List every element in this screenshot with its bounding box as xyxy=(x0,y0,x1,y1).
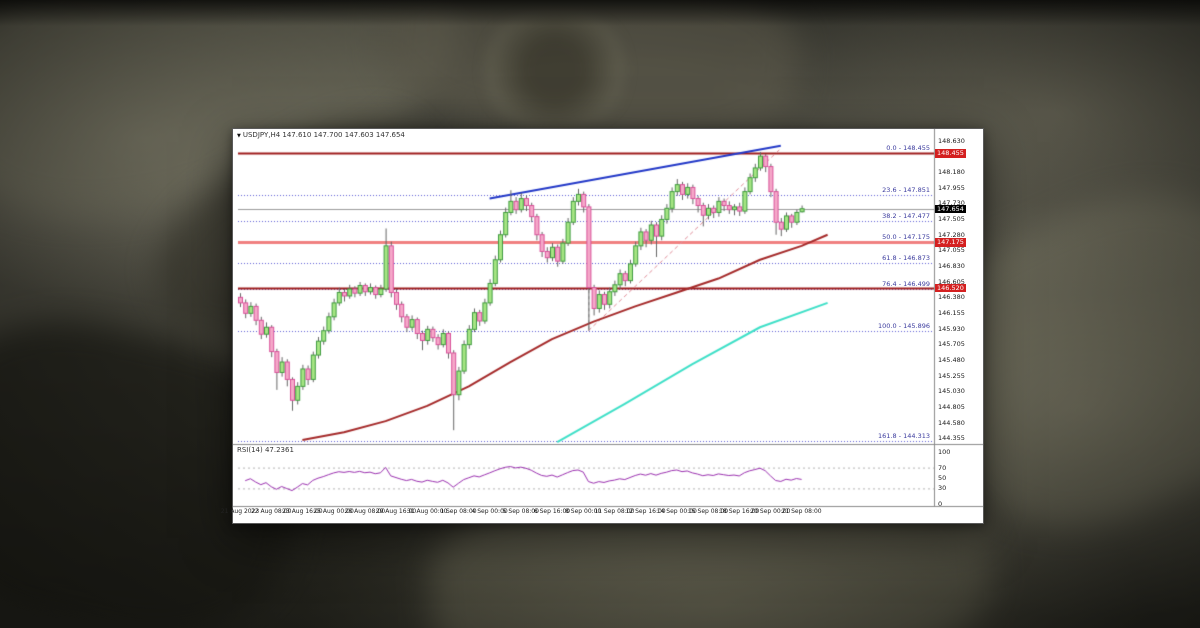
date-tick-label: 25 Aug 00:00 xyxy=(313,508,354,515)
price-axis-badge: 146.520 xyxy=(935,283,966,293)
date-tick-label: 21 Aug 2023 xyxy=(220,508,260,515)
fib-level-label: 0.0 - 148.455 xyxy=(886,144,930,152)
price-tick-label: 147.955 xyxy=(938,183,965,192)
date-tick-label: 12 Sep 16:00 xyxy=(625,508,666,515)
date-tick-label: 18 Sep 16:00 xyxy=(719,508,760,515)
date-tick-label: 1 Sep 08:00 xyxy=(440,508,477,515)
date-tick-label: 28 Aug 08:00 xyxy=(344,508,386,515)
price-tick-label: 146.380 xyxy=(938,293,965,302)
price-tick-label: 147.280 xyxy=(938,230,965,239)
price-tick-label: 145.480 xyxy=(938,355,965,364)
price-tick-label: 146.605 xyxy=(938,277,965,286)
date-tick-label: 14 Sep 00:00 xyxy=(656,508,697,515)
ohlc-readout: USDJPY,H4 147.610 147.700 147.603 147.65… xyxy=(242,131,405,139)
fib-level-label: 161.8 - 144.313 xyxy=(878,432,930,441)
price-tick-label: 144.580 xyxy=(938,418,965,427)
date-tick-label: 8 Sep 00:00 xyxy=(565,508,602,515)
fib-level-label: 38.2 - 147.477 xyxy=(882,212,930,221)
rsi-tick-label: 50 xyxy=(938,474,947,482)
date-tick-label: 15 Sep 08:00 xyxy=(687,508,729,515)
price-tick-label: 147.055 xyxy=(938,246,965,255)
rsi-tick-label: 100 xyxy=(938,448,951,456)
price-tick-label: 144.355 xyxy=(938,434,965,443)
chart-symbol-title: ▼ USDJPY,H4 147.610 147.700 147.603 147.6… xyxy=(237,132,405,139)
fib-level-label: 100.0 - 145.896 xyxy=(878,322,930,330)
rsi-tick-label: 0 xyxy=(938,500,943,508)
price-tick-label: 148.630 xyxy=(938,136,965,145)
fib-level-label: 61.8 - 146.873 xyxy=(882,254,930,263)
date-tick-label: 21 Sep 08:00 xyxy=(781,508,822,515)
price-tick-label: 148.180 xyxy=(938,168,965,177)
rsi-tick-label: 70 xyxy=(938,463,947,472)
price-axis-badge: 147.175 xyxy=(935,238,966,247)
price-tick-label: 145.930 xyxy=(938,324,965,333)
collapse-triangle-icon[interactable]: ▼ xyxy=(237,133,241,139)
date-tick-label: 29 Aug 16:00 xyxy=(375,508,417,515)
date-tick-label: 20 Sep 00:00 xyxy=(750,508,791,515)
price-axis-badge: 148.455 xyxy=(935,149,966,158)
fib-level-label: 76.4 - 146.499 xyxy=(882,280,930,289)
price-tick-label: 145.030 xyxy=(938,387,965,396)
price-chart-canvas[interactable] xyxy=(233,129,983,523)
mt4-chart-window: ▼ USDJPY,H4 147.610 147.700 147.603 147.6… xyxy=(221,128,984,524)
fib-level-label: 50.0 - 147.175 xyxy=(882,233,930,242)
date-tick-label: 23 Aug 16:00 xyxy=(282,508,323,515)
price-tick-label: 146.830 xyxy=(938,262,965,271)
price-tick-label: 147.730 xyxy=(938,199,965,208)
price-axis-badge: 147.654 xyxy=(935,204,966,214)
rsi-tick-label: 30 xyxy=(938,484,947,493)
price-tick-label: 146.155 xyxy=(938,308,965,317)
fib-level-label: 23.6 - 147.851 xyxy=(882,186,930,194)
date-tick-label: 31 Aug 00:00 xyxy=(406,508,448,515)
price-tick-label: 147.505 xyxy=(938,215,965,224)
rsi-indicator-label: RSI(14) 47.2361 xyxy=(237,446,294,454)
date-tick-label: 5 Sep 08:00 xyxy=(502,508,539,515)
price-tick-label: 145.705 xyxy=(938,340,965,349)
date-tick-label: 6 Sep 16:00 xyxy=(533,508,571,515)
price-tick-label: 144.805 xyxy=(938,402,965,411)
price-tick-label: 145.255 xyxy=(938,371,965,380)
date-tick-label: 22 Aug 08:00 xyxy=(250,508,292,515)
date-tick-label: 4 Sep 00:00 xyxy=(471,508,508,515)
date-tick-label: 11 Sep 08:00 xyxy=(594,508,635,515)
